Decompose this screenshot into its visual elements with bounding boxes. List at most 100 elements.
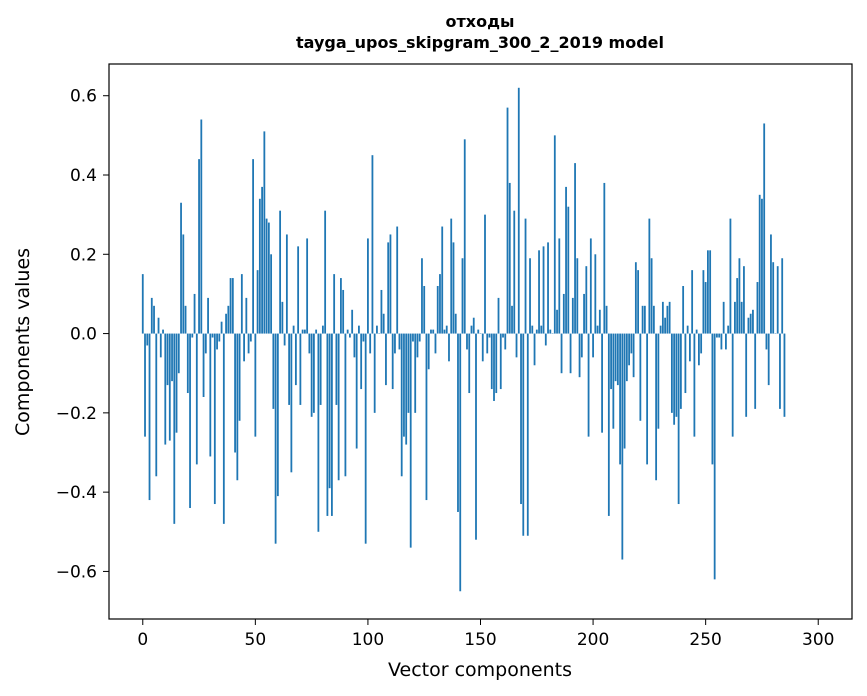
bar-224 — [646, 333, 649, 465]
bar-9 — [162, 329, 164, 334]
bar-93 — [351, 309, 354, 334]
bar-84 — [331, 333, 333, 516]
bar-274 — [758, 194, 761, 334]
bar-99 — [364, 333, 367, 544]
bar-232 — [664, 317, 667, 334]
bar-20 — [186, 333, 189, 394]
bar-140 — [457, 333, 459, 512]
bar-282 — [776, 266, 779, 334]
bar-48 — [249, 333, 252, 342]
bar-34 — [218, 333, 221, 342]
y-tick-label: −0.6 — [56, 562, 97, 582]
bar-250 — [704, 282, 707, 334]
bar-243 — [688, 333, 691, 362]
bar-144 — [466, 333, 468, 350]
bar-220 — [637, 270, 640, 334]
bar-83 — [328, 333, 331, 489]
bar-35 — [220, 321, 223, 334]
bar-102 — [371, 155, 374, 334]
bar-233 — [666, 305, 669, 334]
bar-172 — [529, 258, 531, 334]
bar-70 — [299, 333, 302, 405]
bar-108 — [385, 333, 387, 386]
bar-16 — [177, 333, 180, 374]
y-tick-label: 0.0 — [70, 325, 97, 345]
bar-96 — [358, 325, 360, 334]
bar-215 — [625, 333, 628, 382]
bar-157 — [495, 333, 498, 394]
bar-262 — [731, 333, 734, 437]
bar-58 — [272, 333, 275, 409]
bar-230 — [659, 325, 662, 334]
bar-128 — [430, 329, 432, 334]
bar-247 — [698, 333, 700, 366]
y-tick-label: −0.2 — [56, 404, 97, 424]
bar-47 — [247, 333, 250, 354]
bar-4 — [150, 297, 153, 334]
bar-169 — [522, 333, 525, 536]
bar-218 — [632, 333, 635, 378]
bar-10 — [164, 333, 167, 445]
bar-62 — [281, 301, 284, 334]
bar-206 — [605, 305, 608, 334]
y-tick-label: 0.2 — [70, 245, 97, 265]
bar-136 — [448, 333, 450, 362]
bar-32 — [213, 333, 216, 505]
bar-147 — [472, 317, 475, 334]
bar-209 — [612, 333, 615, 429]
bar-186 — [560, 333, 563, 374]
bar-82 — [326, 333, 329, 516]
bar-259 — [725, 333, 727, 350]
bar-207 — [607, 333, 610, 516]
bar-235 — [670, 333, 673, 413]
bar-185 — [558, 238, 561, 334]
bar-31 — [211, 333, 214, 338]
bar-125 — [423, 286, 426, 334]
bar-264 — [736, 278, 739, 334]
bar-239 — [679, 333, 682, 409]
bar-252 — [709, 250, 712, 334]
bar-24 — [195, 333, 198, 465]
bar-254 — [713, 333, 716, 580]
bar-107 — [382, 313, 385, 334]
bar-36 — [222, 333, 225, 524]
bar-249 — [702, 270, 705, 334]
bar-221 — [639, 333, 642, 421]
bar-78 — [317, 333, 320, 532]
bar-56 — [267, 222, 270, 334]
bar-90 — [344, 333, 347, 477]
bar-51 — [256, 270, 259, 334]
bar-256 — [718, 333, 721, 338]
bar-97 — [360, 333, 363, 390]
bar-192 — [574, 163, 576, 334]
bar-175 — [535, 329, 538, 334]
bar-3 — [148, 333, 151, 501]
bar-177 — [540, 325, 543, 334]
bar-253 — [711, 333, 714, 465]
bar-87 — [337, 333, 340, 481]
bar-283 — [779, 333, 781, 409]
bar-174 — [533, 333, 536, 366]
bar-68 — [294, 333, 297, 386]
bar-40 — [231, 278, 234, 334]
bar-149 — [477, 329, 480, 334]
bar-29 — [207, 297, 209, 334]
bar-122 — [416, 333, 419, 358]
bar-6 — [155, 333, 158, 477]
bar-126 — [425, 333, 428, 501]
bar-120 — [412, 333, 414, 342]
bar-73 — [306, 238, 309, 334]
bar-114 — [398, 333, 401, 350]
bar-161 — [504, 333, 507, 350]
bar-280 — [772, 262, 775, 334]
x-axis-label: Vector components — [388, 659, 572, 681]
bar-33 — [216, 333, 218, 350]
bar-146 — [470, 325, 473, 334]
bar-277 — [765, 333, 768, 350]
bar-43 — [238, 333, 241, 421]
bar-173 — [531, 325, 534, 334]
bar-198 — [587, 333, 590, 437]
bar-13 — [171, 333, 173, 382]
bar-226 — [650, 258, 653, 334]
